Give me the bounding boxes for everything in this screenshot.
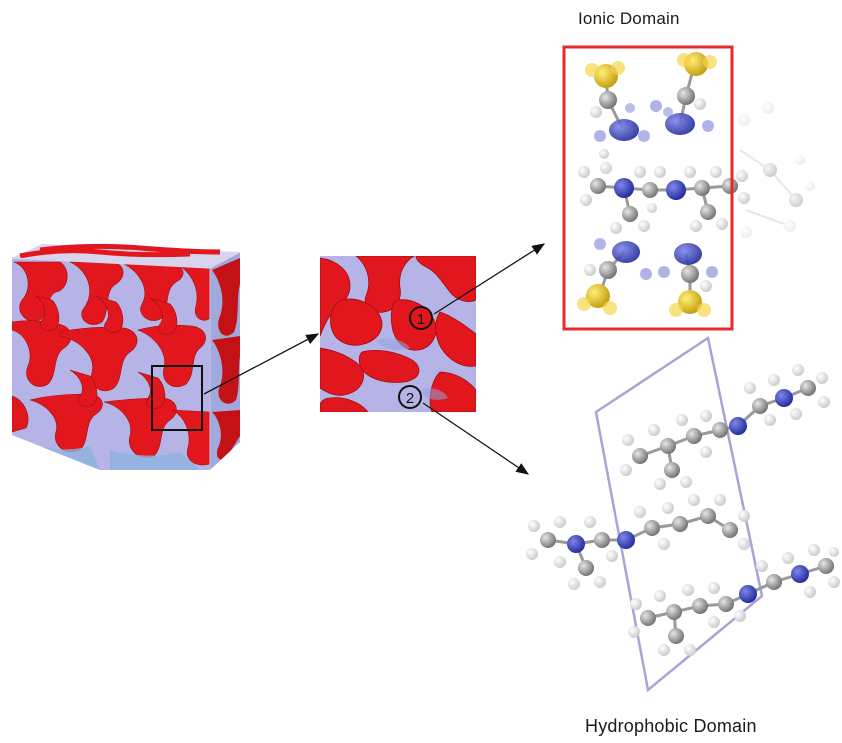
marker-site-2-label: 2: [406, 390, 414, 407]
arrow-cube-to-zoom: [203, 333, 320, 395]
anion-bottom-right: [658, 243, 718, 317]
ionic-domain-box: [562, 45, 734, 331]
cation-chain: [578, 149, 750, 234]
marker-site-2: 2: [398, 385, 422, 409]
hydrophobic-domain-panel: [526, 335, 840, 693]
cube-front-face: [12, 258, 210, 470]
zoomed-region: [320, 256, 476, 412]
hydrophobic-domain-title: Hydrophobic Domain: [585, 716, 757, 736]
anion-bottom-left: [577, 238, 652, 315]
hydrophobic-chain-upper: [620, 364, 830, 490]
hydrophobic-chain-lower: [628, 544, 840, 656]
arrow-to-hydrophobic-domain: [422, 402, 530, 475]
marker-site-1-label: 1: [417, 311, 425, 328]
ionic-domain-title: Ionic Domain: [578, 9, 680, 28]
cube-side-face: [210, 252, 240, 470]
anion-top-right: [650, 52, 717, 135]
arrow-to-ionic-domain: [433, 243, 546, 315]
cube-top-stripes: [19, 243, 221, 259]
hydrophobic-domain-box: [594, 335, 764, 693]
ionic-domain-panel: [562, 45, 815, 331]
hydrophobic-chain-middle: [526, 494, 750, 590]
cube-selection-box: [151, 365, 203, 431]
morphology-cube: [11, 243, 241, 470]
marker-site-1: 1: [409, 306, 433, 330]
anion-top-left: [585, 61, 650, 142]
